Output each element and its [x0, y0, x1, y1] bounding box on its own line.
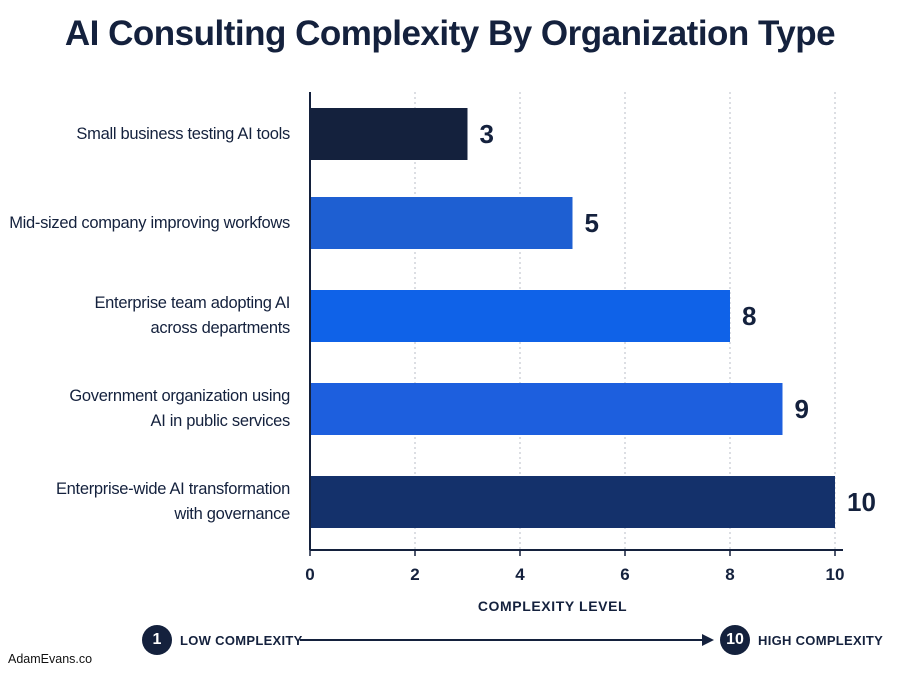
bar-value-label-5: 10 — [847, 487, 876, 517]
x-tick-label-6: 6 — [620, 565, 629, 584]
bar-1 — [310, 108, 468, 160]
x-tick-label-4: 4 — [515, 565, 525, 584]
x-axis-title: COMPLEXITY LEVEL — [478, 598, 627, 614]
bar-value-label-3: 8 — [742, 301, 756, 331]
bar-4 — [310, 383, 783, 435]
x-tick-label-8: 8 — [725, 565, 734, 584]
arrow-right-icon — [702, 634, 714, 646]
bar-2 — [310, 197, 573, 249]
scale-arrow-line — [300, 639, 704, 641]
high-complexity-badge: 10 — [720, 625, 750, 655]
low-complexity-badge: 1 — [142, 625, 172, 655]
category-label-4: Government organization using AI in publ… — [69, 387, 290, 430]
bar-5 — [310, 476, 835, 528]
bar-value-label-2: 5 — [585, 208, 599, 238]
low-complexity-label: LOW COMPLEXITY — [180, 633, 303, 648]
site-credit: AdamEvans.co — [8, 652, 93, 666]
category-label-5: Enterprise-wide AI transformation with g… — [55, 480, 290, 523]
chart-title: AI Consulting Complexity By Organization… — [64, 14, 836, 53]
category-label-2: Mid-sized company improving workfows — [9, 213, 290, 232]
complexity-scale-legend: 1 LOW COMPLEXITY 10 HIGH COMPLEXITY — [0, 622, 900, 658]
bar-value-label-4: 9 — [795, 394, 809, 424]
category-label-1: Small business testing AI tools — [76, 124, 290, 143]
x-tick-label-10: 10 — [826, 565, 845, 584]
category-label-3: Enterprise team adopting AI across depar… — [94, 294, 290, 337]
bar-chart: 3 5 8 9 10 0 2 4 6 8 10 COMPLEXITY LEVEL — [305, 92, 876, 614]
bar-3 — [310, 290, 730, 342]
high-complexity-label: HIGH COMPLEXITY — [758, 633, 884, 648]
x-tick-label-2: 2 — [410, 565, 419, 584]
bar-value-label-1: 3 — [480, 119, 494, 149]
x-tick-label-0: 0 — [305, 565, 314, 584]
